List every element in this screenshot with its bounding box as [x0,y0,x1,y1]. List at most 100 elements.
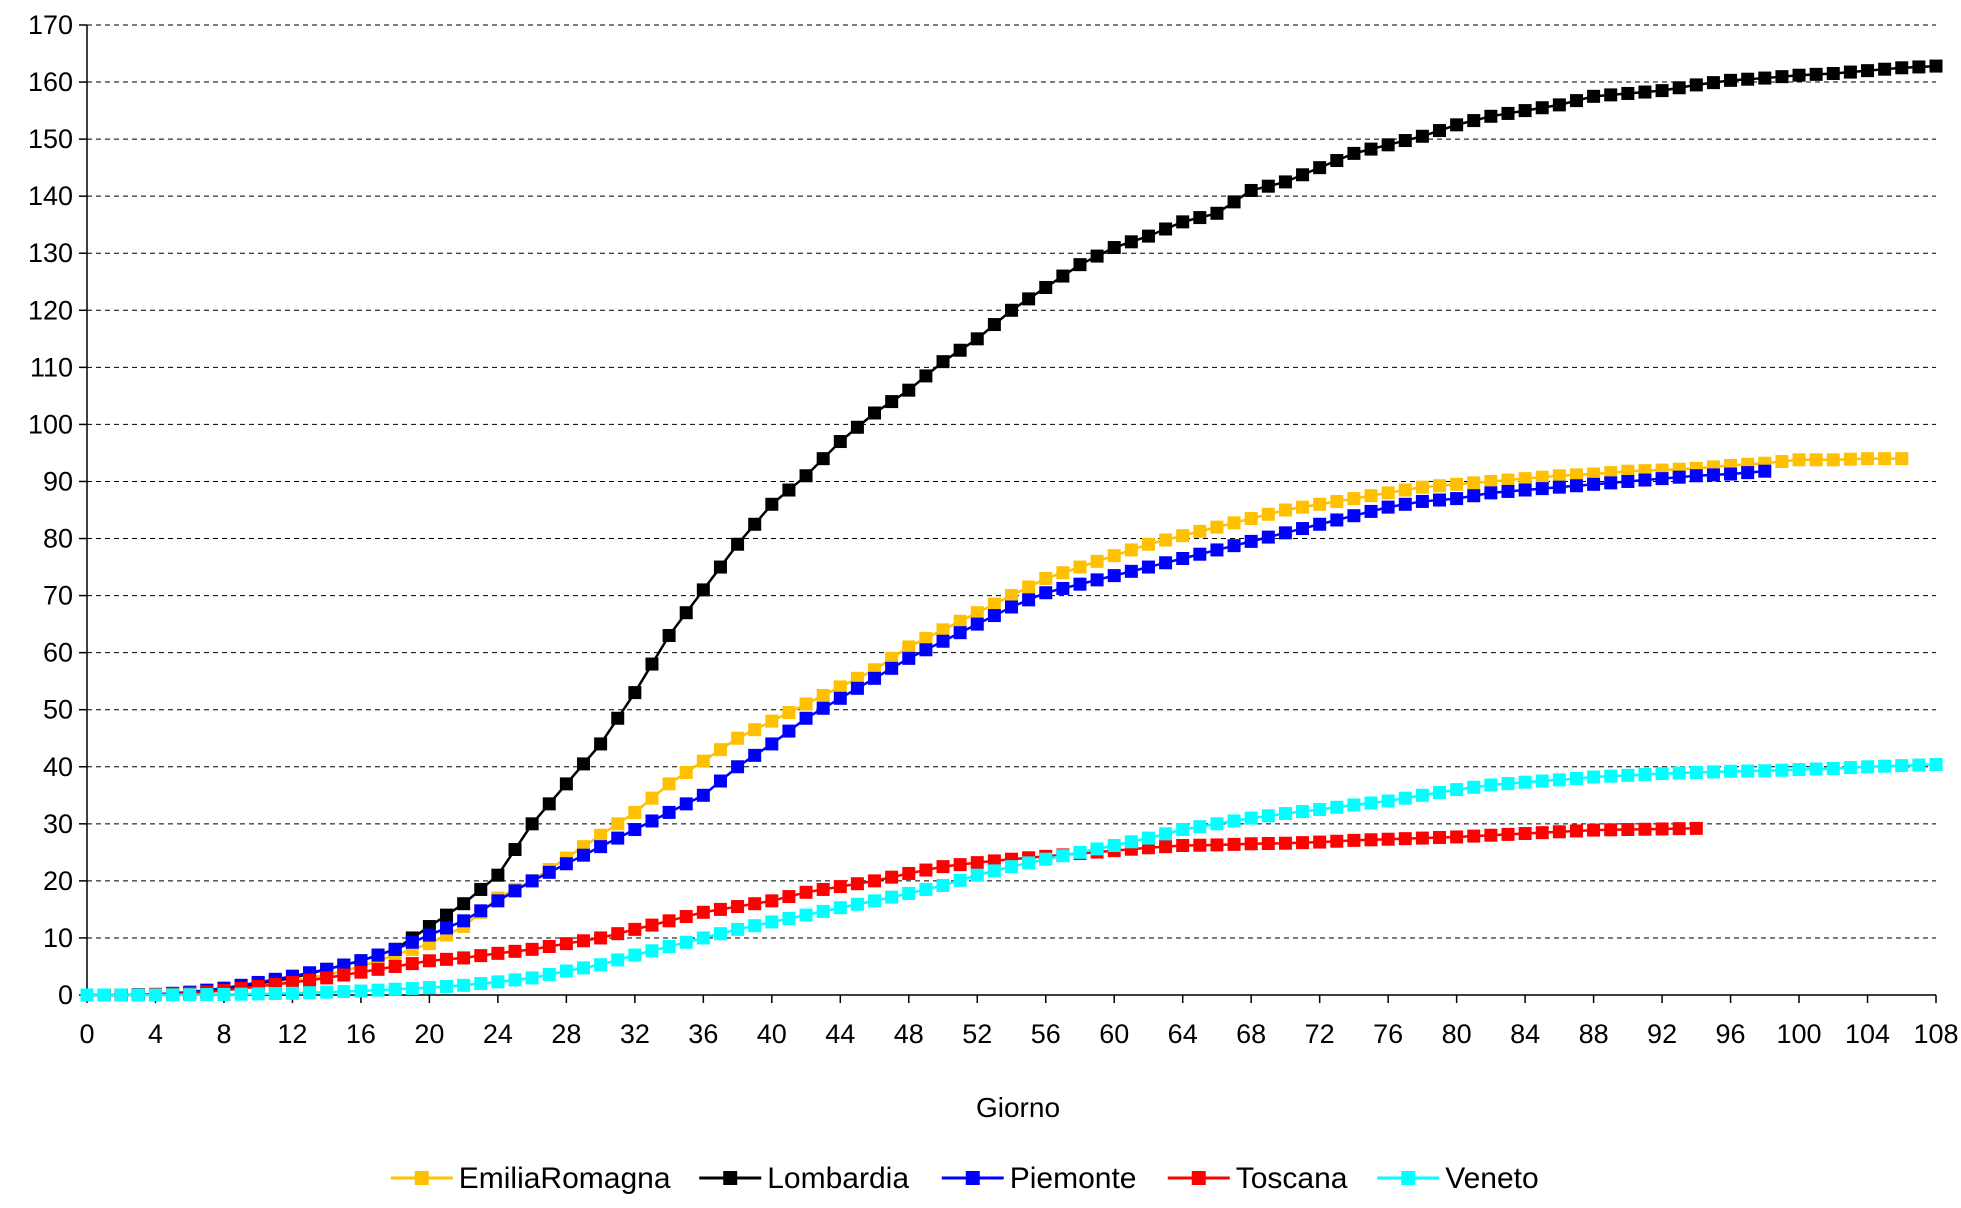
data-point [1347,833,1361,847]
data-point [902,383,916,397]
data-point [850,897,864,911]
data-point [1518,104,1532,118]
data-point [1330,834,1344,848]
y-tick-label: 130 [28,238,73,268]
data-point [1552,773,1566,787]
x-tick-label: 108 [1913,1019,1958,1049]
x-tick-label: 4 [148,1019,163,1049]
data-point [525,817,539,831]
data-point [679,606,693,620]
data-point [1381,138,1395,152]
data-point [1176,529,1190,543]
data-point [457,914,471,928]
y-tick-label: 50 [43,695,73,725]
data-point [850,671,864,685]
data-point [1347,509,1361,523]
data-point [1604,466,1618,480]
data-point [1655,472,1669,486]
data-point [765,737,779,751]
x-tick-label: 52 [962,1019,992,1049]
x-tick-label: 48 [894,1019,924,1049]
data-point [936,623,950,637]
x-tick-label: 40 [757,1019,787,1049]
data-point [1073,845,1087,859]
data-point [748,919,762,933]
data-point [833,680,847,694]
data-point [1706,765,1720,779]
data-point [1929,757,1943,771]
data-point [782,483,796,497]
data-point [508,944,522,958]
data-point [1227,837,1241,851]
x-tick-label: 72 [1305,1019,1335,1049]
x-tick-label: 92 [1647,1019,1677,1049]
data-point [217,987,231,1001]
data-point [542,967,556,981]
data-point [936,860,950,874]
data-point [1758,464,1772,478]
x-tick-label: 8 [216,1019,231,1049]
data-point [422,954,436,968]
data-point [1090,554,1104,568]
data-point [1141,560,1155,574]
data-point [1415,480,1429,494]
y-tick-label: 120 [28,295,73,325]
legend-item-piemonte: Piemonte [941,1162,1137,1195]
data-point [919,369,933,383]
data-point [799,469,813,483]
data-point [679,765,693,779]
data-point [611,927,625,941]
data-point [885,870,899,884]
data-point [1809,67,1823,81]
data-point [542,940,556,953]
data-point [1261,530,1275,544]
data-point [1621,464,1635,478]
data-point [457,951,471,965]
data-point [1141,831,1155,845]
data-point [902,651,916,665]
data-point [1056,849,1070,863]
data-point [782,706,796,720]
data-point [491,975,505,989]
data-point [1826,453,1840,467]
data-point [833,435,847,449]
data-point [525,971,539,985]
x-tick-label: 56 [1031,1019,1061,1049]
legend-item-toscana: Toscana [1167,1162,1348,1195]
data-point [1193,547,1207,561]
data-point [1381,500,1395,514]
data-point [542,797,556,811]
legend-marker [1191,1171,1206,1185]
data-point [1261,179,1275,193]
data-point [1878,452,1892,466]
data-point [1604,769,1618,783]
data-point [354,984,368,998]
data-point [1912,758,1926,772]
data-point [1843,452,1857,466]
data-point [850,420,864,434]
data-point [1227,539,1241,553]
legend-label: Toscana [1236,1162,1348,1195]
legend-marker [1401,1171,1416,1185]
data-point [953,873,967,887]
y-tick-label: 0 [58,980,73,1010]
data-point [1689,78,1703,92]
series-emiliaromagna [80,452,1909,1002]
data-point [594,840,608,854]
data-point [1450,783,1464,797]
data-point [1724,764,1738,778]
data-point [645,944,659,958]
data-point [1861,452,1875,466]
data-point [987,854,1001,868]
data-point [953,614,967,628]
data-point [594,958,608,972]
data-point [320,985,334,999]
data-point [1296,168,1310,182]
legend-label: Lombardia [767,1162,909,1195]
y-tick-label: 90 [43,466,73,496]
data-point [491,946,505,960]
y-tick-label: 70 [43,581,73,611]
data-point [885,661,899,675]
data-point [1244,183,1258,197]
data-point [1535,470,1549,484]
